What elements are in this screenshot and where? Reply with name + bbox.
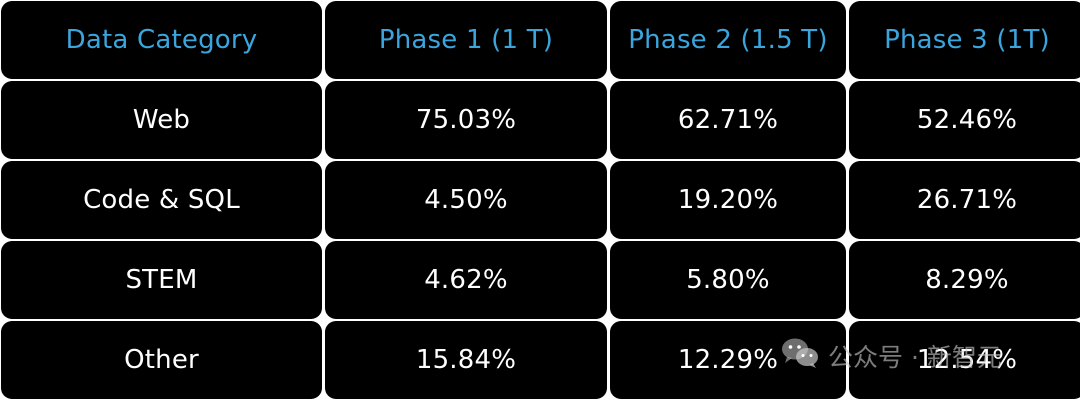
header-phase-2: Phase 2 (1.5 T) xyxy=(610,1,846,79)
row-web-phase-1: 75.03% xyxy=(325,81,607,159)
row-code-sql-phase-1: 4.50% xyxy=(325,161,607,239)
row-web-phase-2: 62.71% xyxy=(610,81,846,159)
row-web-category: Web xyxy=(1,81,322,159)
row-web-phase-3: 52.46% xyxy=(849,81,1080,159)
header-phase-3: Phase 3 (1T) xyxy=(849,1,1080,79)
row-code-sql-phase-2: 19.20% xyxy=(610,161,846,239)
row-stem-category: STEM xyxy=(1,241,322,319)
row-other-phase-2: 12.29% xyxy=(610,321,846,399)
header-data-category: Data Category xyxy=(1,1,322,79)
row-stem-phase-2: 5.80% xyxy=(610,241,846,319)
row-code-sql-category: Code & SQL xyxy=(1,161,322,239)
row-stem-phase-3: 8.29% xyxy=(849,241,1080,319)
row-stem-phase-1: 4.62% xyxy=(325,241,607,319)
row-other-category: Other xyxy=(1,321,322,399)
row-other-phase-3: 12.54% xyxy=(849,321,1080,399)
row-other-phase-1: 15.84% xyxy=(325,321,607,399)
row-code-sql-phase-3: 26.71% xyxy=(849,161,1080,239)
header-phase-1: Phase 1 (1 T) xyxy=(325,1,607,79)
